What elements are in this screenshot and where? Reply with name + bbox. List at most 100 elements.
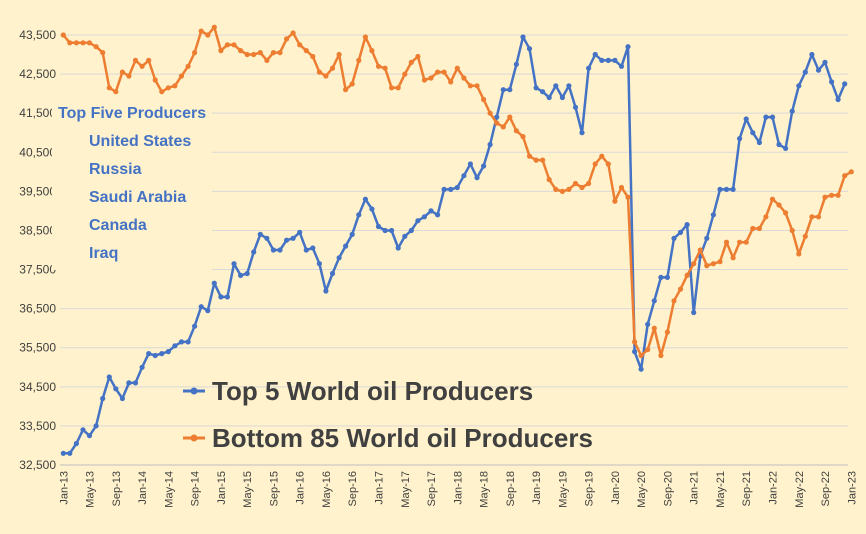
data-point-1-9	[119, 69, 125, 75]
data-point-1-69	[513, 128, 520, 134]
data-point-1-32	[270, 50, 276, 56]
data-point-0-66	[494, 114, 500, 120]
data-point-1-71	[526, 153, 533, 159]
data-point-0-31	[264, 235, 270, 241]
y-tick-label-4: 36,500	[19, 302, 56, 316]
data-point-0-43	[343, 243, 349, 249]
data-point-1-44	[349, 81, 355, 87]
data-point-0-2	[73, 440, 79, 447]
x-tick-label-19: May-19	[557, 471, 569, 508]
x-tick-label-6: Jan-15	[216, 471, 228, 505]
data-point-1-24	[218, 48, 224, 54]
data-point-0-81	[592, 51, 598, 58]
data-point-1-120	[848, 169, 854, 175]
data-point-0-15	[159, 351, 165, 357]
data-point-0-109	[776, 141, 782, 148]
data-point-0-62	[467, 161, 473, 167]
data-point-0-44	[349, 231, 355, 237]
data-point-0-99	[710, 212, 717, 218]
data-point-1-23	[211, 24, 217, 30]
data-point-0-78	[572, 104, 579, 110]
data-point-1-48	[375, 63, 382, 69]
data-point-0-45	[356, 212, 362, 218]
data-point-1-3	[80, 40, 86, 46]
series-line-0	[63, 35, 846, 455]
data-point-0-119	[842, 81, 848, 87]
x-tick-label-29: Sep-22	[820, 471, 832, 506]
data-point-0-83	[605, 57, 611, 64]
data-point-0-90	[651, 298, 657, 304]
data-point-1-26	[231, 42, 237, 48]
y-axis: 32,500 33,500 34,500 35,500 36,500 37,500 38,5…	[19, 28, 56, 472]
y-tick-label-1: 33,500	[19, 419, 56, 433]
series-lines	[60, 24, 854, 456]
data-point-1-39	[316, 69, 322, 75]
data-point-1-37	[303, 48, 309, 54]
data-point-1-93	[671, 298, 677, 304]
data-point-1-106	[756, 225, 763, 232]
data-point-1-30	[257, 50, 263, 56]
data-point-1-42	[336, 51, 342, 58]
data-point-1-10	[126, 73, 132, 79]
data-point-0-114	[809, 51, 815, 58]
data-point-0-17	[172, 343, 178, 349]
data-point-1-64	[481, 96, 487, 103]
data-point-1-82	[599, 153, 605, 159]
data-point-1-118	[835, 192, 841, 198]
data-point-1-119	[842, 173, 848, 179]
data-point-0-65	[487, 141, 493, 148]
y-tick-label-10: 42,500	[19, 67, 56, 81]
data-point-1-108	[769, 196, 776, 202]
data-point-0-102	[730, 186, 736, 192]
data-point-0-92	[664, 274, 671, 280]
data-point-0-87	[632, 349, 638, 355]
data-point-1-101	[723, 239, 730, 245]
data-point-1-21	[198, 28, 204, 34]
data-point-0-0	[60, 450, 66, 456]
data-point-0-12	[139, 364, 145, 370]
legend-label-top5: Top 5 World oil Producers	[212, 376, 533, 406]
data-point-1-86	[625, 194, 631, 200]
y-tick-label-7: 39,500	[19, 184, 56, 198]
data-point-1-61	[461, 75, 467, 81]
data-point-1-40	[323, 73, 329, 79]
data-point-0-96	[691, 309, 697, 316]
data-point-1-103	[737, 239, 743, 245]
data-point-1-105	[750, 225, 756, 232]
data-point-1-29	[251, 51, 257, 58]
data-point-1-78	[572, 180, 579, 187]
data-point-0-58	[441, 186, 447, 192]
data-point-1-57	[435, 69, 441, 75]
data-point-0-33	[277, 247, 283, 253]
data-point-1-47	[369, 48, 375, 54]
data-point-1-102	[730, 255, 736, 261]
data-point-0-64	[481, 163, 487, 169]
x-tick-label-25: May-21	[715, 471, 727, 508]
data-point-1-58	[441, 69, 447, 75]
data-point-1-14	[152, 77, 158, 83]
data-point-0-110	[783, 145, 789, 151]
x-tick-label-5: Sep-14	[190, 471, 202, 506]
data-point-1-50	[389, 85, 395, 91]
data-point-0-74	[546, 94, 552, 101]
data-point-0-1	[67, 450, 73, 456]
data-point-0-85	[618, 63, 625, 69]
data-point-1-25	[224, 42, 230, 48]
data-point-0-67	[500, 87, 506, 93]
x-tick-label-12: Jan-17	[373, 471, 385, 505]
annotation-item-4: Canada	[89, 217, 147, 234]
x-tick-label-24: Jan-21	[689, 471, 701, 505]
data-point-1-99	[710, 261, 717, 267]
annotation-item-3: Saudi Arabia	[89, 189, 186, 206]
data-point-0-37	[303, 247, 309, 253]
data-point-0-72	[533, 85, 539, 91]
data-point-1-112	[796, 251, 802, 257]
data-point-1-96	[691, 261, 697, 267]
x-tick-label-15: Jan-18	[452, 471, 464, 505]
data-point-1-41	[329, 65, 336, 71]
x-tick-label-26: Sep-21	[741, 471, 753, 506]
data-point-1-8	[113, 89, 119, 95]
data-point-0-20	[192, 323, 198, 329]
data-point-1-91	[658, 352, 664, 359]
y-tick-label-11: 43,500	[19, 28, 56, 42]
